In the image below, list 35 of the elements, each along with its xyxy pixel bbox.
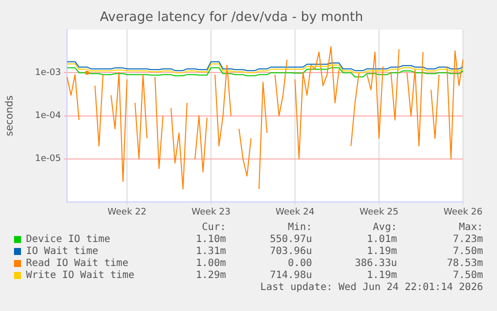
legend-label: Write IO Wait time — [26, 270, 134, 282]
legend-label: Read IO Wait time — [26, 258, 128, 270]
x-tick-label: Week 24 — [276, 208, 315, 218]
chart-title: Average latency for /dev/vda - by month — [100, 10, 364, 26]
y-tick-label: 1e-04 — [35, 111, 62, 122]
text: 1.19m — [366, 246, 397, 258]
y-tick-label: 1e-05 — [35, 154, 61, 164]
text: 78.53m — [446, 258, 483, 270]
text: 386.33u — [354, 258, 397, 270]
text: 1.29m — [196, 270, 226, 282]
text: 1.31m — [196, 246, 226, 258]
y-tick-label: 1e-03 — [35, 68, 61, 78]
text: 1.00m — [196, 258, 226, 270]
y-axis-title: seconds — [4, 95, 16, 136]
text: Cur: — [202, 222, 226, 234]
text: 7.50m — [452, 270, 483, 282]
text: 703.96u — [270, 246, 312, 258]
text: Max: — [458, 222, 483, 234]
text: 550.97u — [270, 234, 312, 246]
legend-label: IO Wait time — [26, 246, 98, 258]
text: 1.01m — [366, 234, 397, 246]
x-tick-label: Week 22 — [108, 208, 146, 218]
x-tick-label: Week 26 — [444, 208, 483, 218]
legend-label: Device IO time — [26, 234, 110, 246]
text: 714.98u — [270, 270, 312, 282]
x-tick-label: Week 23 — [192, 208, 230, 218]
x-tick-label: Week 25 — [360, 208, 398, 218]
text: Last update: Wed Jun 24 22:01:14 2026 — [260, 282, 483, 294]
text: Min: — [288, 222, 312, 234]
text: 1.10m — [196, 234, 226, 246]
text: 7.23m — [452, 234, 483, 246]
text: 1.19m — [366, 270, 397, 282]
text: Avg: — [372, 222, 397, 234]
text: 0.00 — [288, 258, 312, 270]
text: 7.50m — [452, 246, 483, 258]
